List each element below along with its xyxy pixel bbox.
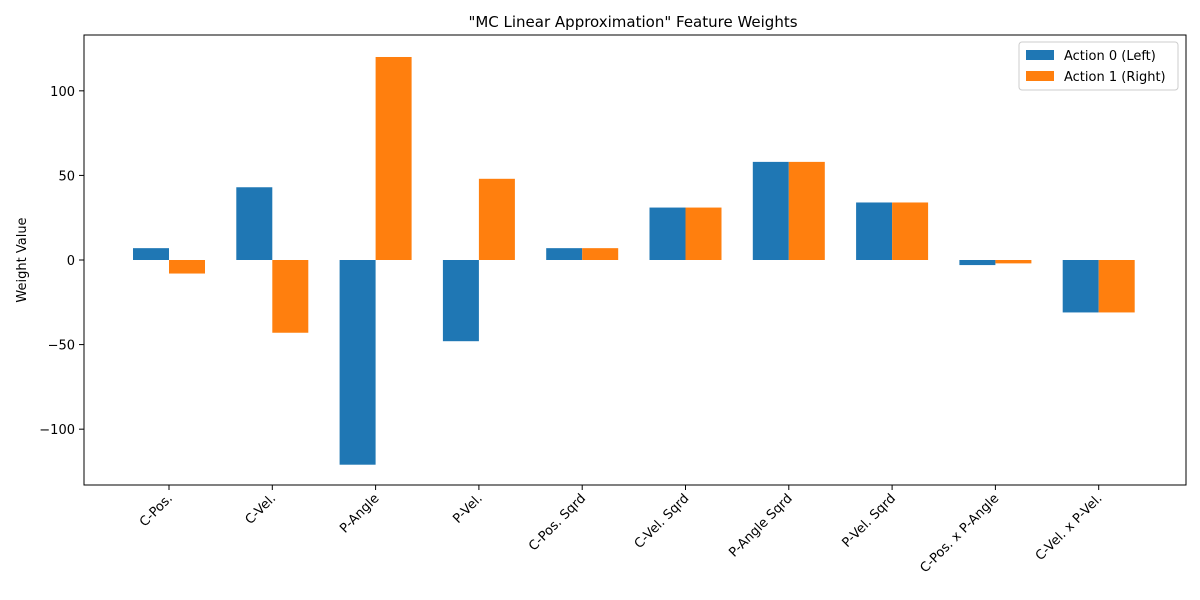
bar-action1 (169, 260, 205, 274)
bar-action0 (546, 248, 583, 260)
bar-action0 (856, 202, 893, 260)
bar-action0 (959, 260, 996, 266)
legend-swatch (1026, 50, 1054, 60)
bar-action1 (375, 56, 412, 261)
bar-action1 (685, 207, 722, 260)
bar-action0 (236, 187, 273, 260)
bar-action1 (478, 178, 515, 260)
bar-action1 (892, 202, 929, 260)
bar-action1 (582, 248, 619, 260)
bar-action0 (442, 260, 479, 342)
bar-action0 (339, 260, 376, 465)
y-tick-label: −100 (39, 423, 75, 438)
legend-box (1018, 41, 1179, 91)
y-tick-label: 50 (58, 169, 75, 184)
y-tick-label: 100 (50, 85, 75, 100)
chart-title: "MC Linear Approximation" Feature Weight… (468, 13, 797, 31)
legend-label: Action 1 (Right) (1064, 70, 1166, 85)
bar-action1 (788, 161, 825, 260)
y-tick-label: −50 (48, 339, 75, 354)
bar-action0 (649, 207, 686, 260)
legend: Action 0 (Left) Action 1 (Right) (1018, 41, 1179, 91)
bar-action1 (995, 260, 1032, 264)
bar-action1 (272, 260, 309, 333)
legend-label: Action 0 (Left) (1064, 49, 1156, 64)
bar-action0 (752, 161, 789, 260)
bar-action0 (133, 248, 169, 260)
legend-swatch (1026, 71, 1054, 81)
y-tick-label: 0 (67, 254, 75, 269)
bar-action0 (1062, 260, 1099, 313)
bar-action1 (1098, 260, 1135, 313)
y-axis-label: Weight Value (15, 217, 30, 302)
